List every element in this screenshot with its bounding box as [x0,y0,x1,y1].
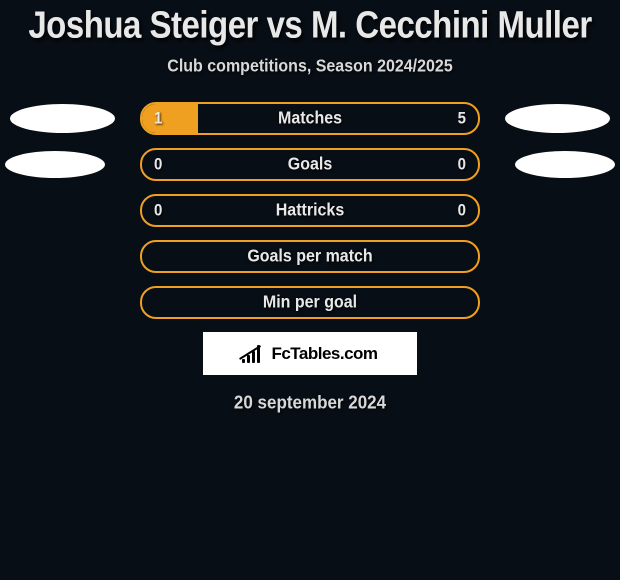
date-label: 20 september 2024 [0,392,620,414]
logo-text: FcTables.com [271,344,377,364]
player-avatar-right [505,104,610,133]
avatar-spacer [505,196,610,225]
stat-bar: Goals0 0 [140,148,480,181]
avatar-spacer [505,242,610,271]
stat-row: Goals per match [0,240,620,273]
stat-value-right: 0 [458,149,466,181]
player-avatar-left [10,104,115,133]
subtitle: Club competitions, Season 2024/2025 [0,57,620,77]
infographic-root: Joshua Steiger vs M. Cecchini Muller Clu… [0,0,620,413]
avatar-spacer [10,196,115,225]
stat-value-right: 0 [458,195,466,227]
stat-row: Hattricks0 0 [0,194,620,227]
stat-label: Hattricks [142,195,478,227]
stat-value-left: 1 [154,103,162,135]
stat-value-left: 0 [154,195,162,227]
stat-row: Min per goal [0,286,620,319]
logo-part-a: Fc [271,344,290,363]
stat-row: Matches1 5 [0,102,620,135]
stat-label: Goals [142,149,478,181]
stat-bar: Hattricks0 0 [140,194,480,227]
avatar-spacer [10,288,115,317]
logo-box: FcTables.com [203,332,417,375]
stat-bar: Matches1 5 [140,102,480,135]
stat-label: Goals per match [142,241,478,273]
logo-part-b: Tables [290,344,340,363]
stat-rows: Matches15Goals00Hattricks00Goals per mat… [0,102,620,319]
barchart-icon [242,345,264,363]
page-title: Joshua Steiger vs M. Cecchini Muller [0,3,620,47]
stat-bar: Goals per match [140,240,480,273]
stat-value-left: 0 [154,149,162,181]
avatar-spacer [10,242,115,271]
stat-label: Min per goal [142,287,478,319]
avatar-spacer [505,288,610,317]
stat-value-right: 5 [458,103,466,135]
player-avatar-right [515,151,615,178]
player-avatar-left [5,151,105,178]
stat-label: Matches [142,103,478,135]
logo-part-c: .com [340,344,378,363]
stat-bar: Min per goal [140,286,480,319]
stat-row: Goals0 0 [0,148,620,181]
